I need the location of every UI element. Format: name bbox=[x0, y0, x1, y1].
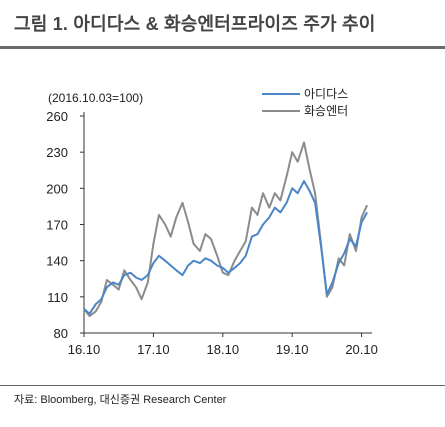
x-tick-label: 19.10 bbox=[276, 342, 309, 357]
y-tick-label: 200 bbox=[46, 181, 68, 196]
figure-source: 자료: Bloomberg, 대신증권 Research Center bbox=[14, 394, 227, 406]
source-divider bbox=[0, 385, 445, 386]
chart-axes: (2016.10.03=100) 80 110 140 170 200 230 260 16.1… bbox=[46, 91, 378, 357]
series-line-hwaseung bbox=[83, 141, 369, 318]
y-tick-label: 140 bbox=[46, 254, 68, 269]
legend-label: 아디다스 bbox=[304, 87, 348, 101]
figure-title-bar: 그림 1. 아디다스 & 화승엔터프라이즈 주가 추이 bbox=[0, 0, 445, 49]
line-chart: (2016.10.03=100) 80 110 140 170 200 230 260 16.1… bbox=[0, 50, 445, 380]
series-line-adidas bbox=[83, 180, 368, 315]
y-tick-label: 260 bbox=[46, 109, 68, 124]
x-tick-label: 18.10 bbox=[207, 342, 240, 357]
x-tick-label: 20.10 bbox=[345, 342, 378, 357]
figure-title: 그림 1. 아디다스 & 화승엔터프라이즈 주가 추이 bbox=[14, 14, 376, 34]
chart-note: (2016.10.03=100) bbox=[48, 91, 143, 105]
y-tick-label: 230 bbox=[46, 145, 68, 160]
chart-svg: (2016.10.03=100) 80 110 140 170 200 230 260 16.1… bbox=[46, 87, 378, 357]
y-tick-label: 80 bbox=[54, 326, 68, 341]
x-tick-label: 17.10 bbox=[137, 342, 170, 357]
x-tick-label: 16.10 bbox=[68, 342, 101, 357]
legend-label: 화승엔터 bbox=[304, 104, 348, 118]
y-tick-label: 170 bbox=[46, 218, 68, 233]
y-tick-label: 110 bbox=[47, 290, 68, 305]
chart-series bbox=[83, 141, 369, 318]
